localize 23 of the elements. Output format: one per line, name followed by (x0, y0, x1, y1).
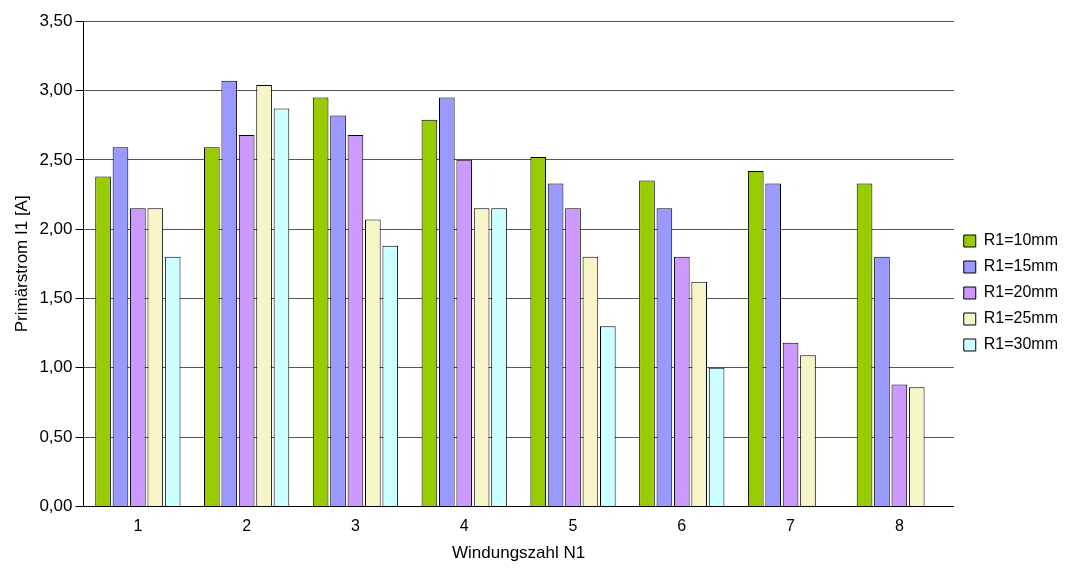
y-tick-label: 3,50 (39, 10, 73, 30)
x-tick-label: 8 (894, 517, 904, 535)
legend-label: R1=25mm (983, 309, 1058, 327)
y-axis-title: Primärstrom I1 [A] (11, 195, 31, 333)
y-tick-label: 1,50 (39, 288, 73, 308)
y-tick-label: 2,00 (39, 218, 73, 238)
x-tick-label: 4 (459, 517, 469, 535)
y-tick-label: 0,50 (39, 426, 73, 446)
legend-label: R1=15mm (983, 257, 1058, 275)
y-tick-label: 2,50 (39, 149, 73, 169)
y-tick-label: 0,00 (39, 496, 73, 516)
legend-label: R1=20mm (983, 283, 1058, 301)
x-axis-title: Windungszahl N1 (451, 543, 586, 563)
x-tick-label: 7 (786, 517, 796, 535)
x-tick-label: 3 (350, 517, 360, 535)
x-tick-label: 6 (677, 517, 687, 535)
legend-label: R1=30mm (983, 335, 1058, 353)
y-tick-label: 1,00 (39, 357, 73, 377)
x-tick-label: 5 (568, 517, 578, 535)
x-tick-label: 2 (242, 517, 252, 535)
x-tick-label: 1 (133, 517, 143, 535)
legend-label: R1=10mm (983, 231, 1058, 249)
y-tick-label: 3,00 (39, 80, 73, 100)
